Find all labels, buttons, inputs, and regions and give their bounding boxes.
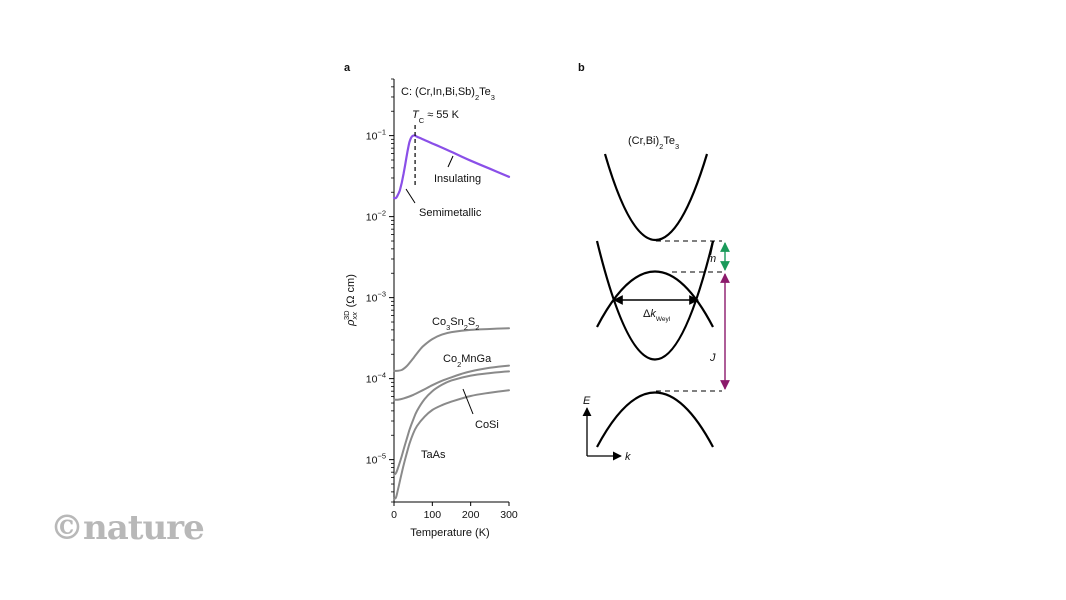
weyl-separation-label: ΔkWeyl: [643, 308, 671, 323]
insulating-label: Insulating: [434, 173, 481, 185]
y-tick-label: 10−4: [366, 371, 386, 386]
x-tick-label: 100: [424, 509, 442, 521]
y-axis-title: ρxx3D (Ω cm): [342, 274, 359, 327]
x-tick-label: 0: [391, 509, 397, 521]
x-tick-label: 300: [500, 509, 518, 521]
exchange-label: J: [709, 352, 716, 364]
y-tick-label: 10−5: [366, 452, 386, 467]
diagram-title: (Cr,Bi)2Te3: [628, 135, 679, 151]
band-edge-tick: [708, 240, 715, 256]
cosi-label: CoSi: [475, 419, 499, 431]
series-line-co2mnga: [393, 364, 510, 401]
panel-a-letter: a: [344, 62, 351, 74]
upper-conduction-band: [603, 153, 709, 241]
insulating-leader: [447, 155, 454, 168]
lower-valence-band: [596, 391, 714, 448]
energy-axis-label: E: [583, 395, 591, 407]
series-line-taas: [393, 389, 510, 500]
series-line-co3sn2s2: [393, 327, 510, 372]
co2mnga-label: Co2MnGa: [443, 353, 492, 369]
series-line-c-cr-in-bi-sb-2te3: [392, 134, 511, 200]
semimetallic-label: Semimetallic: [419, 207, 482, 219]
momentum-axis-label: k: [625, 451, 631, 463]
panel-a-series: [392, 134, 511, 500]
tc-label: TC ≈ 55 K: [412, 109, 460, 125]
semimetallic-leader: [405, 188, 416, 204]
y-tick-label: 10−3: [366, 290, 386, 305]
taas-label: TaAs: [421, 449, 446, 461]
series-line-cosi: [393, 370, 510, 476]
x-axis-title: Temperature (K): [410, 527, 489, 539]
x-tick-label: 200: [462, 509, 480, 521]
panel-b-letter: b: [578, 62, 585, 74]
cosi-leader: [462, 388, 474, 415]
panel-a-chart: 0 100 200 300 10−5 10−4 10−3 10−2 10−1 C: (Cr,In…: [342, 78, 518, 539]
nature-logo: ©nature: [50, 508, 205, 548]
co3sn2s2-label: Co3Sn2S2: [432, 316, 479, 332]
y-tick-label: 10−1: [366, 128, 386, 143]
chart-title: C: (Cr,In,Bi,Sb)2Te3: [401, 86, 495, 102]
mass-gap-label: m: [707, 253, 716, 265]
panel-b-diagram: (Cr,Bi)2Te3 m J ΔkWeyl E k: [582, 135, 730, 463]
panel-a-axes: [393, 79, 509, 503]
y-tick-label: 10−2: [366, 209, 386, 224]
